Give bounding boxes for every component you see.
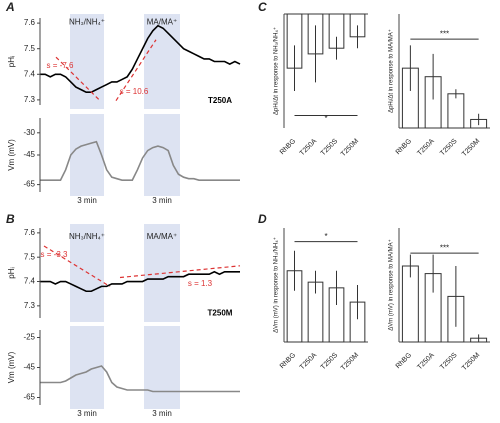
stimulus-band [144, 114, 180, 196]
annotation: 3 min [152, 196, 172, 205]
x-tick-label: T250S [320, 138, 340, 158]
x-tick-label: T250A [299, 352, 319, 372]
annotation: *** [440, 244, 449, 253]
x-tick-label: T250M [340, 352, 360, 372]
stimulus-band [144, 14, 180, 109]
y-axis-label: pHᵢ [7, 56, 16, 67]
y-tick-label: 7.6 [24, 228, 36, 237]
y-axis-label: pHᵢ [7, 267, 16, 278]
y-tick-label: 7.3 [24, 95, 36, 104]
slope-line [119, 265, 241, 279]
y-axis-label: ΔpHᵢ/Δt in response to MA/MA⁺ [388, 29, 395, 113]
stimulus-band [70, 114, 104, 196]
y-tick-label: -30 [23, 128, 35, 137]
y-tick-label: 7.5 [24, 44, 36, 53]
y-tick-label: -65 [23, 180, 35, 189]
annotation: 3 min [77, 409, 97, 418]
y-tick-label: 7.6 [24, 18, 36, 27]
annotation: s = 1.3 [188, 279, 213, 288]
x-tick-label: T250A [416, 352, 436, 372]
x-tick-label: RhBG [279, 138, 297, 156]
y-axis-label: Vm (mV) [7, 351, 16, 383]
stimulus-band [70, 14, 104, 109]
x-tick-label: T250M [340, 138, 360, 158]
annotation: *** [440, 30, 449, 39]
y-tick-label: -45 [23, 150, 35, 159]
annotation: MA/MA⁺ [147, 232, 177, 241]
annotation: * [324, 232, 327, 241]
slope-line [43, 245, 111, 288]
annotation: NH₃/NH₄⁺ [69, 232, 105, 241]
annotation: * [324, 114, 327, 123]
y-tick-label: 7.4 [24, 69, 36, 78]
x-tick-label: T250A [416, 138, 436, 158]
annotation: T250M [208, 309, 233, 318]
y-tick-label: 7.4 [24, 277, 36, 286]
panel-label: D [258, 212, 267, 226]
x-tick-label: T250A [299, 138, 319, 158]
x-tick-label: T250M [461, 138, 481, 158]
y-tick-label: -45 [23, 363, 35, 372]
annotation: T250A [208, 96, 232, 105]
x-tick-label: RhBG [395, 352, 413, 370]
x-tick-label: RhBG [279, 352, 297, 370]
annotation: 3 min [152, 409, 172, 418]
trace [40, 365, 240, 393]
annotation: MA/MA⁺ [147, 17, 177, 26]
annotation: s = -7.6 [47, 61, 74, 70]
y-tick-label: -25 [23, 333, 35, 342]
trace [40, 140, 240, 181]
y-axis-label: ΔVm (mV) in response to NH₃/NH₄⁺ [273, 237, 280, 333]
trace [40, 24, 241, 94]
x-tick-label: RhBG [395, 138, 413, 156]
slope-line [115, 39, 157, 101]
y-tick-label: 7.5 [24, 252, 36, 261]
panel-label: A [5, 0, 15, 14]
panel-label: C [258, 0, 267, 14]
y-axis-label: ΔpHᵢ/Δt in response to NH₃/NH₄⁺ [273, 27, 280, 115]
panel-label: B [6, 212, 15, 226]
stimulus-band [144, 326, 180, 409]
bar [447, 93, 465, 129]
y-axis-label: Vm (mV) [7, 139, 16, 171]
y-tick-label: 7.3 [24, 301, 36, 310]
x-tick-label: T250S [439, 352, 459, 372]
annotation: NH₃/NH₄⁺ [69, 17, 105, 26]
annotation: 3 min [77, 196, 97, 205]
annotation: s = -3.3 [41, 250, 68, 259]
x-tick-label: T250M [461, 352, 481, 372]
x-tick-label: T250S [320, 352, 340, 372]
slope-line [55, 56, 101, 102]
trace [40, 270, 240, 293]
y-axis-label: ΔVm (mV) in response to MA/MA⁺ [388, 239, 395, 331]
annotation: s = 10.6 [120, 87, 149, 96]
x-tick-label: T250S [439, 138, 459, 158]
y-tick-label: -65 [23, 393, 35, 402]
